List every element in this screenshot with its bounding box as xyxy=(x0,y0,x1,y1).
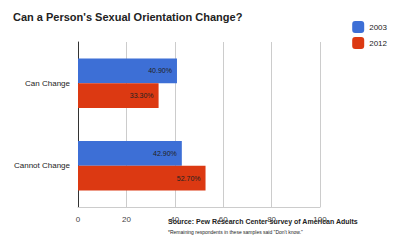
svg-text:52.70%: 52.70% xyxy=(177,175,201,182)
svg-text:0: 0 xyxy=(76,215,81,224)
svg-text:Can Change: Can Change xyxy=(25,79,70,88)
svg-text:*Remaining respondents in thes: *Remaining respondents in these samples … xyxy=(168,229,303,235)
svg-text:20: 20 xyxy=(122,215,131,224)
svg-text:Source: Pew Research Center su: Source: Pew Research Center survey of Am… xyxy=(168,218,358,226)
svg-text:2012: 2012 xyxy=(369,39,387,48)
svg-text:100: 100 xyxy=(313,215,327,224)
svg-text:2003: 2003 xyxy=(369,23,387,32)
svg-text:Can a Person's Sexual Orientat: Can a Person's Sexual Orientation Change… xyxy=(13,11,243,23)
svg-text:40: 40 xyxy=(170,215,179,224)
svg-text:42.90%: 42.90% xyxy=(153,150,177,157)
svg-text:Cannot Change: Cannot Change xyxy=(14,161,71,170)
svg-text:40.90%: 40.90% xyxy=(148,67,172,74)
svg-text:80: 80 xyxy=(267,215,276,224)
svg-text:33.30%: 33.30% xyxy=(130,92,154,99)
svg-text:60: 60 xyxy=(219,215,228,224)
